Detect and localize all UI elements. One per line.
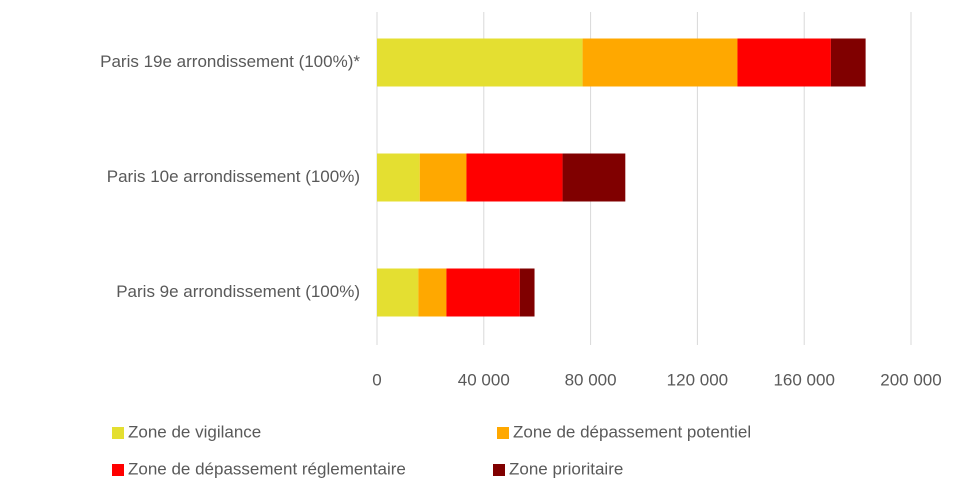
x-tick-label: 160 000 [773, 370, 834, 389]
y-tick-label: Paris 19e arrondissement (100%)* [100, 52, 360, 71]
bar-segment [377, 38, 583, 87]
x-tick-label: 200 000 [880, 370, 941, 389]
bar-segment [377, 153, 420, 202]
bar-segment [466, 153, 563, 202]
legend-swatch [112, 464, 124, 476]
legend-label: Zone de dépassement réglementaire [128, 459, 406, 478]
x-tick-label: 120 000 [667, 370, 728, 389]
x-tick-label: 40 000 [458, 370, 510, 389]
bar-segment [418, 268, 447, 317]
y-tick-label: Paris 10e arrondissement (100%) [107, 167, 360, 186]
bar-segment [830, 38, 866, 87]
bar-segment [519, 268, 535, 317]
legend-swatch [112, 427, 124, 439]
legend-swatch [493, 464, 505, 476]
x-tick-label: 0 [372, 370, 381, 389]
legend-label: Zone de vigilance [128, 422, 261, 441]
x-tick-label: 80 000 [565, 370, 617, 389]
bar-segment [737, 38, 831, 87]
bar-segment [377, 268, 419, 317]
bar-segment [419, 153, 467, 202]
bar-segment [446, 268, 520, 317]
legend-label: Zone prioritaire [509, 459, 623, 478]
legend-label: Zone de dépassement potentiel [513, 422, 751, 441]
y-tick-label: Paris 9e arrondissement (100%) [116, 282, 360, 301]
legend-swatch [497, 427, 509, 439]
bar-segment [562, 153, 626, 202]
bar-segment [582, 38, 738, 87]
